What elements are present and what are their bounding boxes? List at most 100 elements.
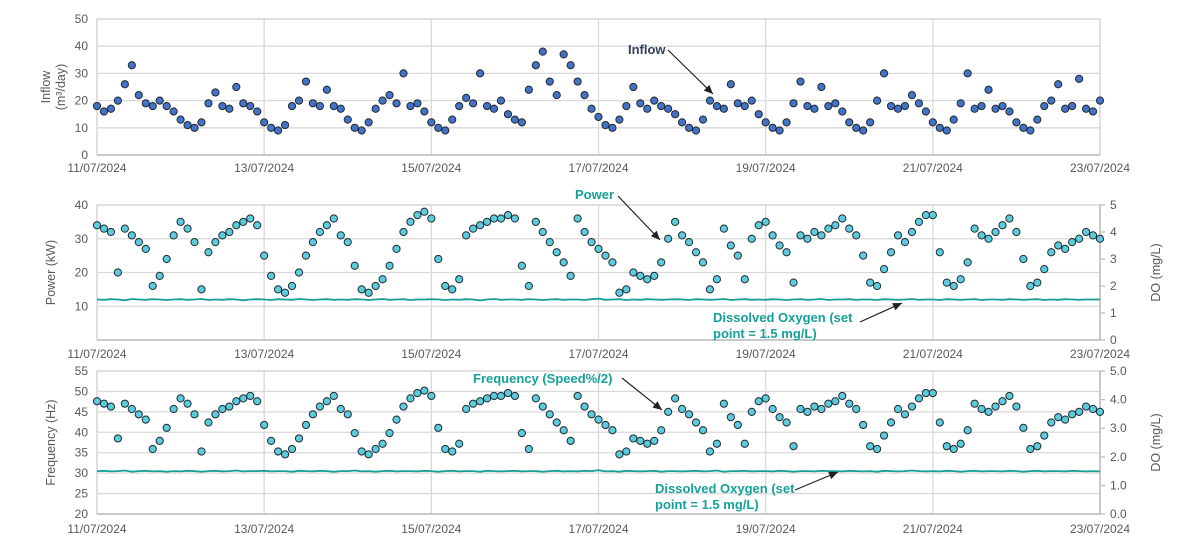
data-point xyxy=(336,231,345,240)
data-point xyxy=(942,126,951,135)
data-point xyxy=(838,107,847,116)
data-point xyxy=(371,104,380,113)
data-point xyxy=(1075,234,1084,243)
data-point xyxy=(190,123,199,132)
data-point xyxy=(587,238,596,247)
data-point xyxy=(796,404,805,414)
y-axis-title: Inflow xyxy=(39,70,53,104)
data-point xyxy=(134,91,143,100)
data-point xyxy=(740,275,749,284)
data-point xyxy=(239,217,248,226)
data-point xyxy=(246,214,255,223)
data-point xyxy=(322,221,331,230)
y-axis-title: (m³/day) xyxy=(54,64,68,111)
data-point xyxy=(1019,123,1028,132)
data-point xyxy=(399,402,408,411)
data-point xyxy=(684,238,694,247)
y2-tick-label: 5.0 xyxy=(1110,364,1127,378)
data-point xyxy=(127,231,136,240)
data-point xyxy=(113,268,122,277)
data-point xyxy=(928,118,937,127)
data-point xyxy=(267,271,276,280)
data-point xyxy=(434,423,443,432)
data-point xyxy=(677,231,687,240)
data-point xyxy=(970,399,979,408)
data-point xyxy=(650,96,659,105)
data-point xyxy=(984,407,993,416)
data-point xyxy=(267,436,276,445)
data-point xyxy=(392,99,401,108)
data-point xyxy=(197,285,206,294)
data-point xyxy=(914,99,924,108)
data-point xyxy=(907,227,917,237)
data-point xyxy=(169,107,178,116)
data-point xyxy=(636,99,645,108)
data-point xyxy=(489,104,499,113)
data-point xyxy=(1026,444,1035,454)
data-point xyxy=(566,271,575,280)
data-point xyxy=(733,251,742,260)
x-tick-label: 17/07/2024 xyxy=(568,522,628,536)
x-tick-label: 15/07/2024 xyxy=(401,347,461,361)
data-point xyxy=(99,399,109,408)
data-point xyxy=(413,99,422,108)
data-point xyxy=(956,99,965,108)
data-point xyxy=(441,444,450,454)
data-point xyxy=(789,99,798,108)
data-point xyxy=(914,394,924,403)
data-point xyxy=(385,91,394,100)
data-point xyxy=(768,231,777,240)
data-point xyxy=(657,258,666,267)
data-point xyxy=(455,101,464,111)
data-point xyxy=(845,118,854,127)
data-point xyxy=(984,85,993,94)
data-point xyxy=(643,104,652,113)
data-point xyxy=(712,101,722,111)
data-point xyxy=(378,275,387,284)
data-point xyxy=(705,96,715,105)
data-point xyxy=(301,420,311,430)
data-point xyxy=(552,418,561,427)
data-point xyxy=(866,118,875,127)
data-point xyxy=(475,69,485,78)
data-point xyxy=(852,404,861,414)
data-point xyxy=(134,410,143,419)
data-point xyxy=(859,251,868,260)
y-tick-label: 50 xyxy=(75,384,89,398)
data-point xyxy=(134,238,143,247)
data-point xyxy=(796,231,805,240)
data-point xyxy=(343,410,352,419)
data-point xyxy=(260,251,269,260)
data-point xyxy=(1054,413,1063,422)
data-point xyxy=(169,231,178,240)
data-point xyxy=(782,418,791,427)
data-point xyxy=(580,227,589,237)
data-point xyxy=(385,261,394,270)
data-point xyxy=(719,104,728,113)
data-point xyxy=(253,107,262,116)
data-point xyxy=(698,258,708,267)
data-point xyxy=(301,251,311,260)
data-point xyxy=(991,402,1000,411)
data-point xyxy=(796,77,805,86)
data-point xyxy=(824,101,833,111)
data-point xyxy=(691,126,701,135)
data-point xyxy=(462,93,471,102)
data-point xyxy=(253,397,262,406)
data-point xyxy=(169,404,178,414)
data-point xyxy=(92,101,102,111)
data-point xyxy=(935,248,944,257)
data-point xyxy=(907,91,917,100)
data-point xyxy=(434,254,443,264)
data-point xyxy=(726,241,735,250)
data-point xyxy=(517,261,526,270)
data-point xyxy=(162,423,171,432)
data-point xyxy=(1019,423,1028,432)
data-point xyxy=(538,402,547,411)
data-point xyxy=(831,397,840,406)
data-point xyxy=(482,394,492,403)
data-point xyxy=(329,101,338,111)
y-tick-label: 45 xyxy=(75,405,89,419)
data-point xyxy=(566,61,575,70)
data-point xyxy=(893,404,903,414)
